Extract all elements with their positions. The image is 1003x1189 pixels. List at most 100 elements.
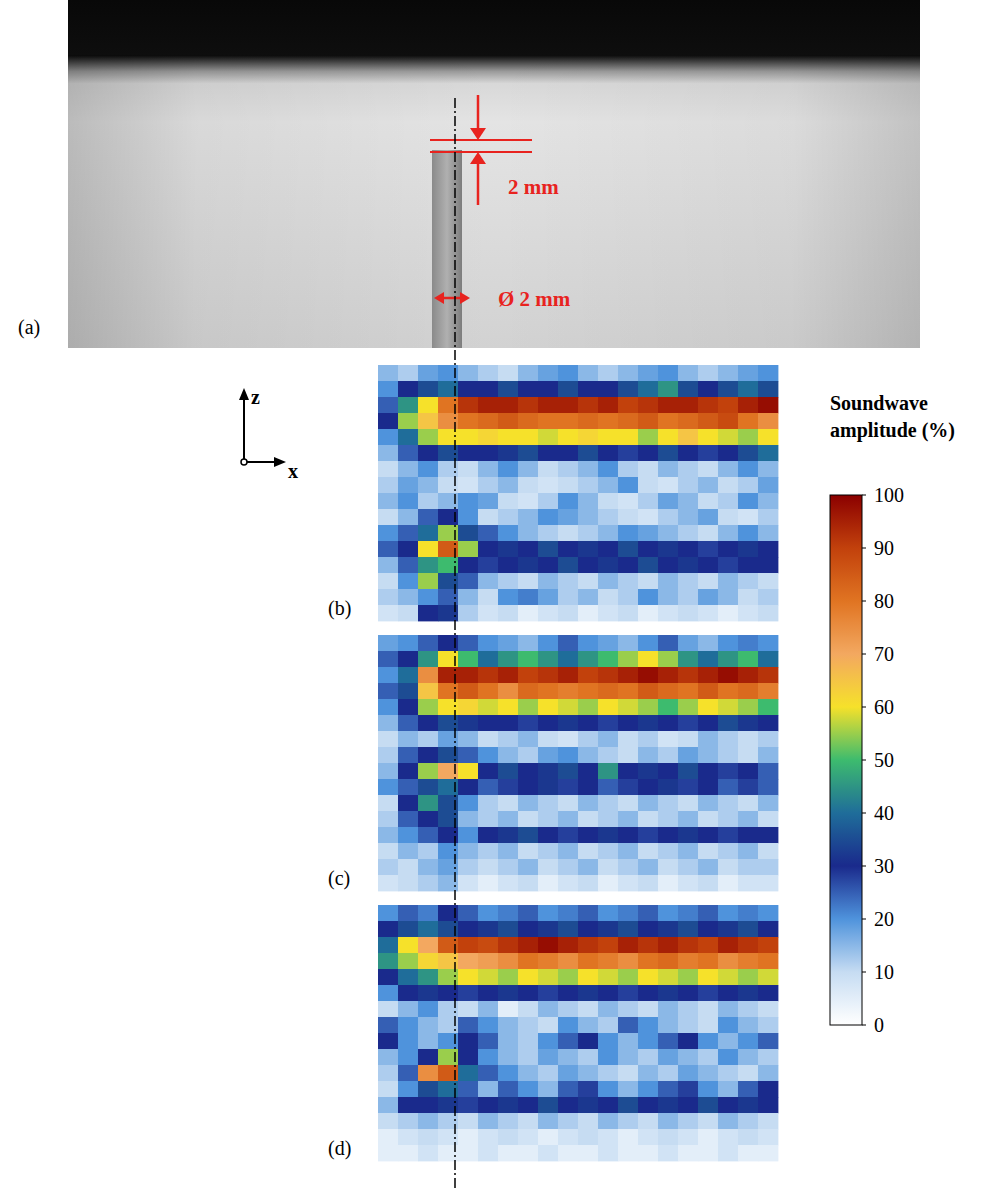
cell xyxy=(498,985,518,1001)
cell xyxy=(738,557,758,573)
cell xyxy=(658,573,678,589)
axis-arrow xyxy=(244,461,276,463)
cell xyxy=(658,477,678,493)
cell xyxy=(718,843,738,859)
cell xyxy=(738,381,758,397)
cell xyxy=(458,493,478,509)
cell xyxy=(658,541,678,557)
cell xyxy=(538,953,558,969)
cell xyxy=(658,683,678,699)
cell xyxy=(618,763,638,779)
cell xyxy=(638,1001,658,1017)
cell xyxy=(458,843,478,859)
cell xyxy=(418,1081,438,1097)
cell xyxy=(638,827,658,843)
cell xyxy=(698,715,718,731)
cell xyxy=(678,365,698,381)
panel-label: (a) xyxy=(18,316,40,339)
cell xyxy=(698,795,718,811)
cell xyxy=(718,605,738,621)
cell xyxy=(578,1065,598,1081)
cell xyxy=(638,715,658,731)
axes-icon: zx xyxy=(239,386,298,482)
cell xyxy=(378,715,398,731)
cell xyxy=(718,461,738,477)
cell xyxy=(758,365,778,381)
cell xyxy=(738,589,758,605)
cell xyxy=(718,1145,738,1161)
cell xyxy=(458,651,478,667)
heatmap xyxy=(378,635,778,891)
dim-line xyxy=(430,151,532,153)
axis-letter: z xyxy=(251,386,260,408)
cell xyxy=(398,1033,418,1049)
cell xyxy=(538,651,558,667)
cell xyxy=(518,477,538,493)
cell xyxy=(518,493,538,509)
cell xyxy=(518,1145,538,1161)
cell xyxy=(618,605,638,621)
tick-label: 10 xyxy=(874,961,894,983)
cell xyxy=(658,605,678,621)
cell xyxy=(458,477,478,493)
cell xyxy=(598,635,618,651)
cell xyxy=(458,937,478,953)
cell xyxy=(738,445,758,461)
cell xyxy=(678,827,698,843)
tick-label: 90 xyxy=(874,537,894,559)
cell xyxy=(598,445,618,461)
cell xyxy=(378,509,398,525)
cell xyxy=(598,1033,618,1049)
cell xyxy=(678,1113,698,1129)
cell xyxy=(698,763,718,779)
cell xyxy=(378,1097,398,1113)
cell xyxy=(578,875,598,891)
cell xyxy=(658,1081,678,1097)
cell xyxy=(598,811,618,827)
cell xyxy=(458,573,478,589)
cell xyxy=(598,779,618,795)
cell xyxy=(518,715,538,731)
cell xyxy=(538,1097,558,1113)
cell xyxy=(758,795,778,811)
cell xyxy=(738,985,758,1001)
cell xyxy=(458,731,478,747)
cell xyxy=(378,1081,398,1097)
cell xyxy=(518,605,538,621)
cell xyxy=(498,429,518,445)
cell xyxy=(518,541,538,557)
cell xyxy=(458,397,478,413)
cell xyxy=(458,969,478,985)
cell xyxy=(698,365,718,381)
cell xyxy=(398,445,418,461)
cell xyxy=(458,1129,478,1145)
cell xyxy=(478,1145,498,1161)
cell xyxy=(698,1145,718,1161)
cell xyxy=(498,683,518,699)
tick-label: 30 xyxy=(874,855,894,877)
cell xyxy=(418,827,438,843)
tick xyxy=(862,919,866,920)
cell xyxy=(678,875,698,891)
cell xyxy=(498,397,518,413)
cell xyxy=(718,779,738,795)
cell xyxy=(598,985,618,1001)
cell xyxy=(618,875,638,891)
cell xyxy=(558,1033,578,1049)
cell xyxy=(418,557,438,573)
cell xyxy=(598,921,618,937)
cell xyxy=(478,635,498,651)
cell xyxy=(518,731,538,747)
cell xyxy=(418,747,438,763)
cell xyxy=(518,1001,538,1017)
cell xyxy=(638,573,658,589)
cell xyxy=(618,525,638,541)
cell xyxy=(698,461,718,477)
cell xyxy=(498,795,518,811)
cell xyxy=(618,429,638,445)
tick-label: 100 xyxy=(874,484,904,506)
colorbar-scale xyxy=(830,495,862,1025)
cell xyxy=(758,683,778,699)
cell xyxy=(478,763,498,779)
cell xyxy=(378,699,398,715)
